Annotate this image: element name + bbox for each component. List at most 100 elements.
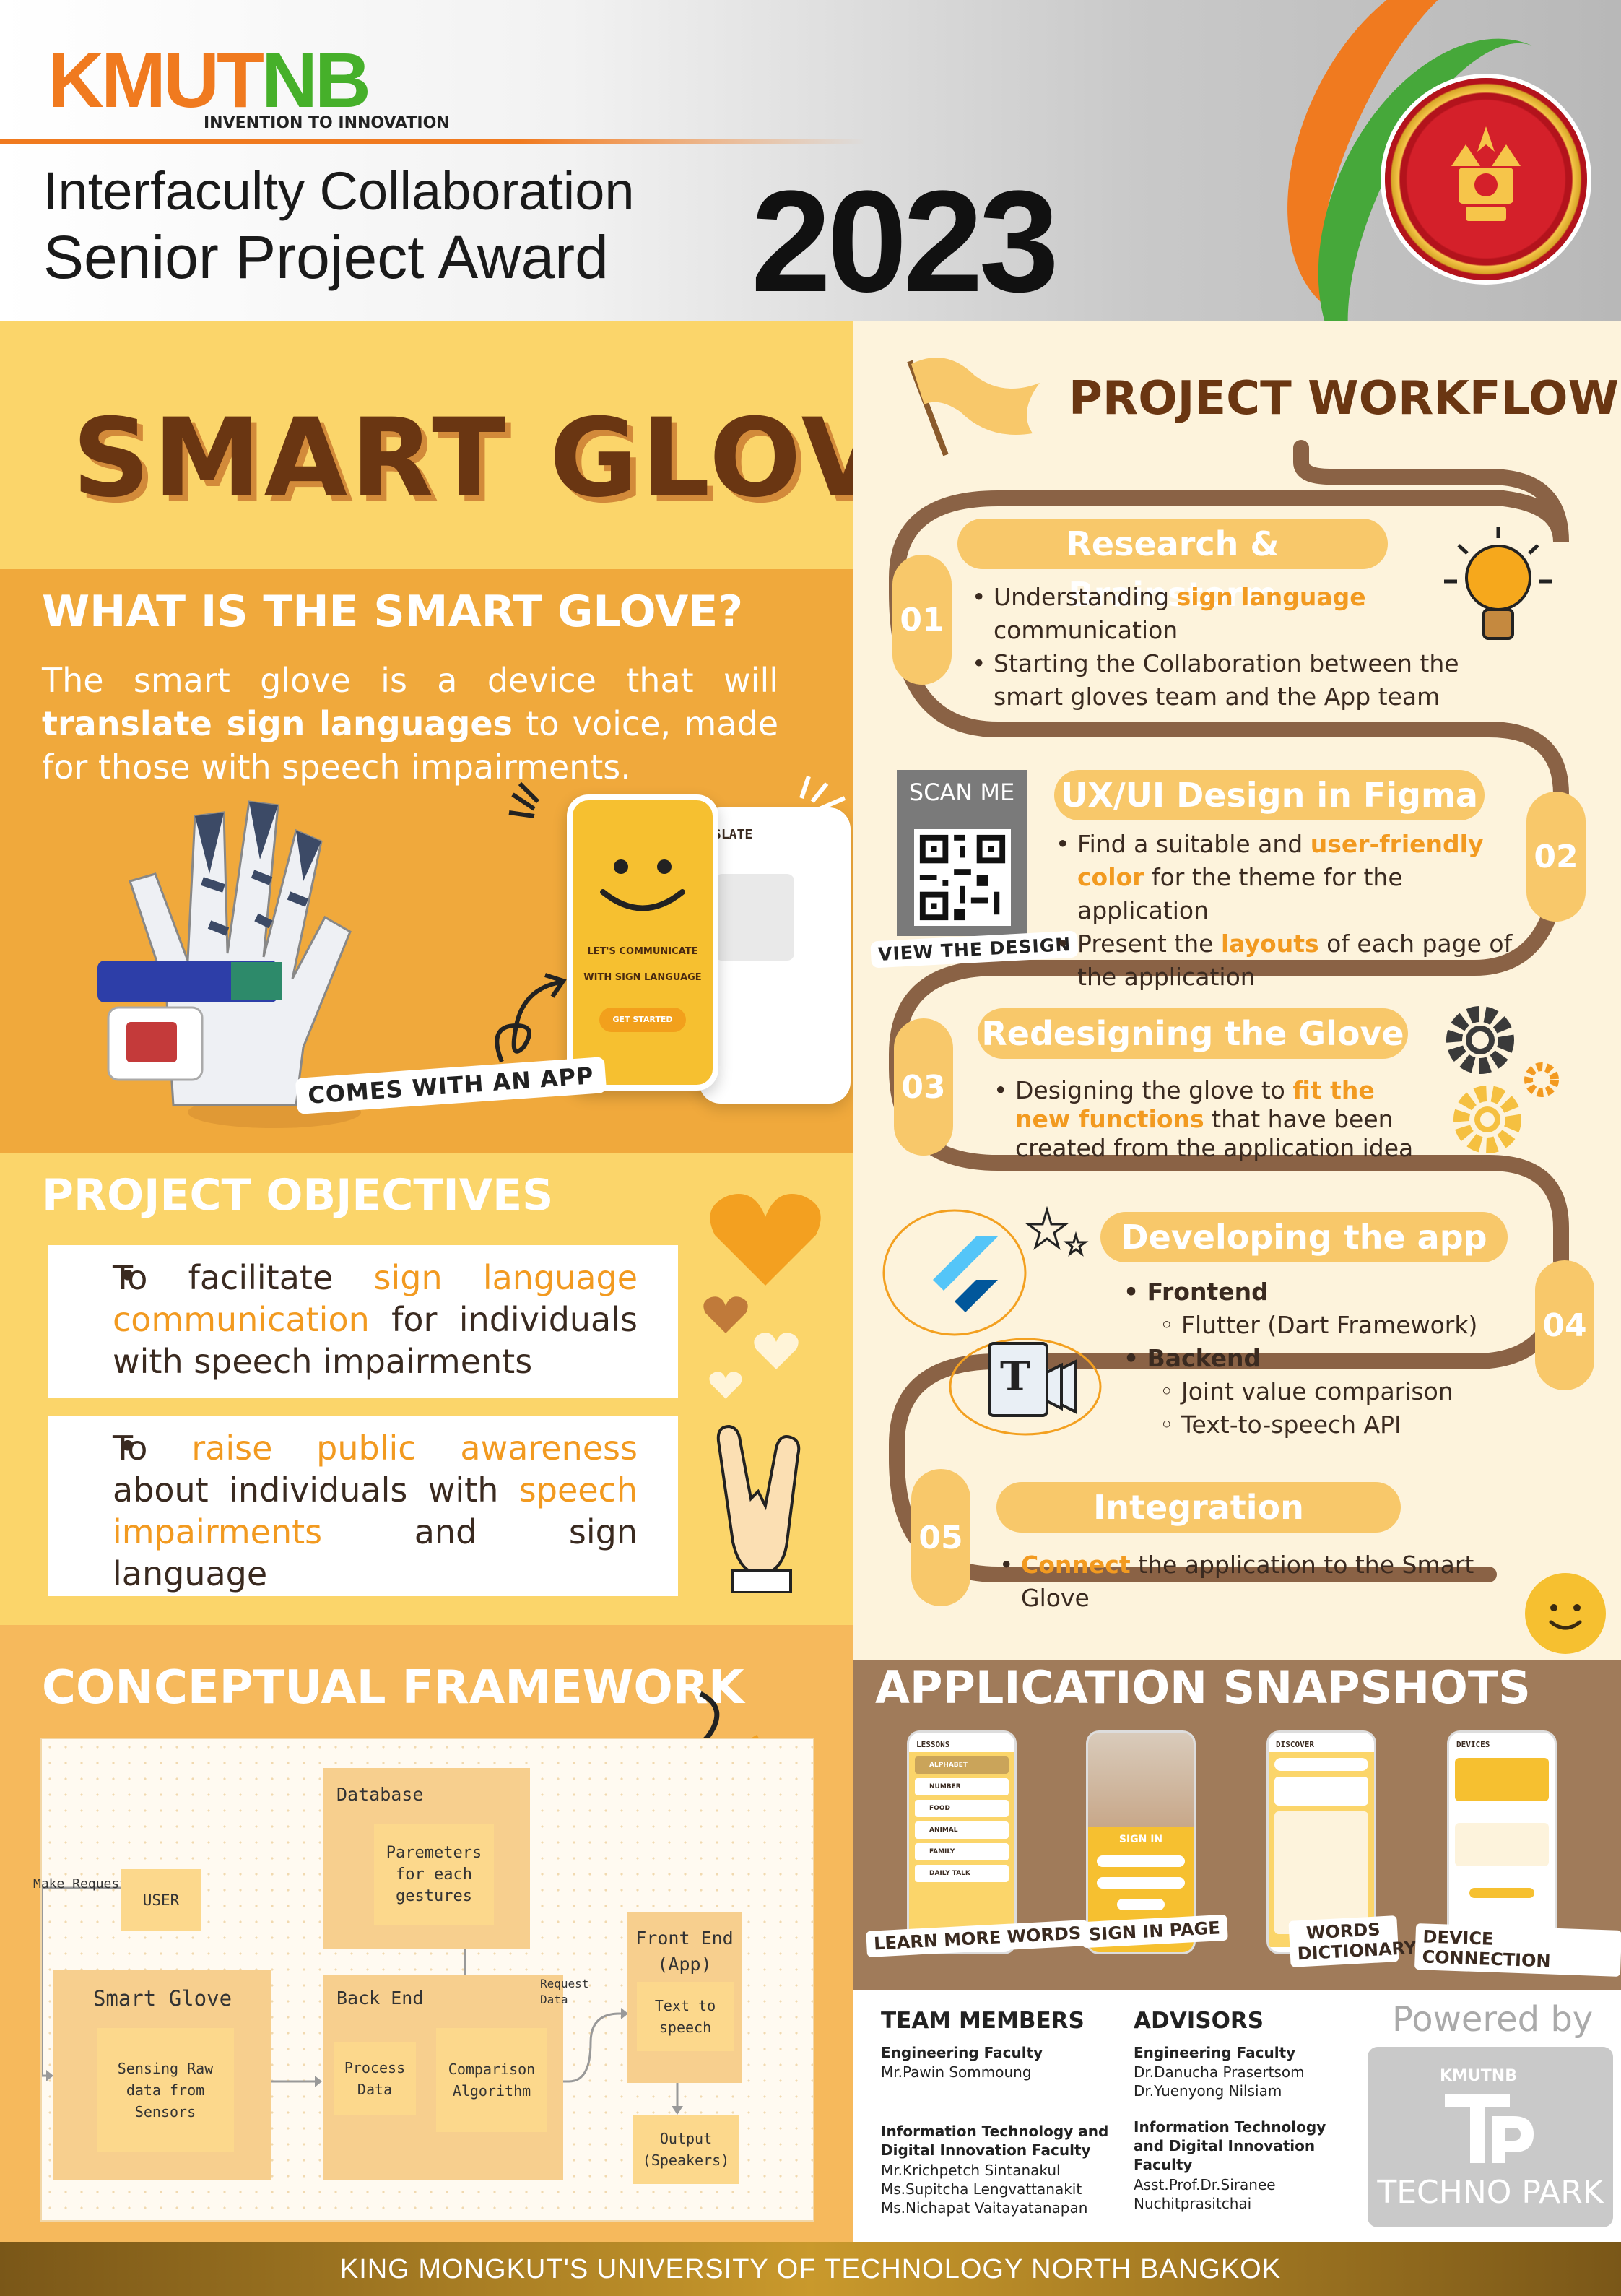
sparkle-icon bbox=[508, 781, 540, 818]
backend-label: • Backend bbox=[1124, 1344, 1261, 1372]
tts-box: Text to speech bbox=[637, 1982, 734, 2051]
output-box: Output (Speakers) bbox=[633, 2115, 739, 2184]
award-title-line1: Interfaculty Collaboration bbox=[43, 161, 635, 221]
step-bullet: Present the layouts of each page of the … bbox=[1056, 927, 1532, 994]
frontend-item: ◦ Flutter (Dart Framework) bbox=[1160, 1311, 1478, 1339]
step-bullet: Understanding sign language communicatio… bbox=[972, 581, 1477, 647]
step-number: 01 bbox=[892, 555, 952, 685]
make-request-label: Make Request bbox=[33, 1876, 128, 1892]
step-number: 05 bbox=[911, 1469, 970, 1606]
lesson-item[interactable]: ALPHABET bbox=[915, 1756, 1009, 1774]
paired-device-card[interactable] bbox=[1455, 1823, 1549, 1866]
kmutnb-logo: KMUTNB bbox=[48, 36, 371, 124]
gears-icon bbox=[1446, 1006, 1559, 1153]
signin-button[interactable] bbox=[1117, 1899, 1165, 1910]
smart-glove-photo bbox=[97, 800, 361, 1128]
advisors-heading: ADVISORS bbox=[1134, 2008, 1264, 2034]
objective-item: To facilitate sign language communicatio… bbox=[48, 1245, 678, 1398]
smiley-face-icon bbox=[600, 859, 685, 911]
step-title: Research & Brainstorm bbox=[957, 519, 1388, 614]
sign-image bbox=[715, 874, 794, 961]
curly-arrow-icon bbox=[495, 973, 567, 1063]
step-bullets: • Frontend ◦ Flutter (Dart Framework) • … bbox=[1124, 1275, 1485, 1442]
step-bullets: Understanding sign language communicatio… bbox=[972, 581, 1477, 714]
lesson-item[interactable]: DAILY TALK bbox=[915, 1865, 1009, 1882]
award-year: 2023 bbox=[751, 161, 1059, 322]
process-data-box: Process Data bbox=[334, 2042, 416, 2115]
star-icon bbox=[1025, 1206, 1089, 1257]
step-bullet: Connect the application to the Smart Glo… bbox=[999, 1548, 1548, 1615]
screen-title: DEVICES bbox=[1456, 1740, 1490, 1749]
step-title: Developing the app bbox=[1100, 1212, 1508, 1262]
sensing-box: Sensing Raw data from Sensors bbox=[97, 2028, 234, 2152]
step-bullet: Find a suitable and user-friendly color … bbox=[1056, 828, 1532, 927]
heart-icon bbox=[710, 1194, 821, 1286]
step-bullets: Find a suitable and user-friendly color … bbox=[1056, 828, 1532, 994]
step-bullet: Starting the Collaboration between the s… bbox=[972, 647, 1477, 714]
frontend-label: • Frontend bbox=[1124, 1278, 1269, 1306]
filter-row[interactable] bbox=[1274, 1777, 1368, 1806]
header-divider bbox=[0, 139, 866, 144]
screen-title: LESSONS bbox=[916, 1740, 950, 1749]
member-name: Mr.Krichpetch Sintanakul Ms.Supitcha Leng… bbox=[881, 2162, 1088, 2217]
project-title: SMART GLOVE bbox=[72, 396, 965, 521]
objectives-heading: PROJECT OBJECTIVES bbox=[42, 1170, 554, 1221]
add-device-button[interactable] bbox=[1469, 1888, 1534, 1898]
lesson-item[interactable]: FAMILY bbox=[915, 1843, 1009, 1860]
snapshots-heading: APPLICATION SNAPSHOTS bbox=[875, 1661, 1531, 1714]
what-is-description: The smart glove is a device that will tr… bbox=[42, 661, 778, 787]
tp-monogram-icon bbox=[1445, 2094, 1534, 2163]
workflow-heading: PROJECT WORKFLOW bbox=[1069, 372, 1620, 425]
heart-icon bbox=[754, 1333, 799, 1369]
lesson-item[interactable]: NUMBER bbox=[915, 1778, 1009, 1795]
advisor-name: Asst.Prof.Dr.Siranee Nuchitprasitchai bbox=[1134, 2176, 1276, 2212]
step-bullet: Designing the glove to fit the new funct… bbox=[994, 1076, 1427, 1163]
faculty-label: Information Technology and Digital Innov… bbox=[881, 2123, 1109, 2159]
step-number: 04 bbox=[1535, 1260, 1594, 1390]
lesson-item[interactable]: FOOD bbox=[915, 1800, 1009, 1817]
devices-screen: DEVICES bbox=[1447, 1730, 1557, 1954]
backend-item: ◦ Text-to-speech API bbox=[1160, 1411, 1401, 1439]
advisor-name: Dr.Danucha Prasertsom Dr.Yuenyong Nilsiam bbox=[1134, 2063, 1305, 2100]
search-input[interactable] bbox=[1274, 1758, 1368, 1771]
smiley-face-icon bbox=[1525, 1573, 1606, 1654]
username-field[interactable] bbox=[1097, 1855, 1185, 1867]
svg-text:T: T bbox=[1000, 1353, 1030, 1400]
step-title: Redesigning the Glove bbox=[978, 1008, 1408, 1059]
lightbulb-icon bbox=[1444, 527, 1552, 640]
title-band bbox=[0, 321, 853, 569]
qr-code[interactable] bbox=[914, 829, 1011, 926]
footer-bar bbox=[0, 2242, 1621, 2296]
techno-park-logo bbox=[1368, 2047, 1613, 2227]
seal-emblem-icon bbox=[1451, 126, 1521, 221]
objective-item: To raise public awareness about individu… bbox=[48, 1416, 678, 1596]
phone-welcome-text: LET'S COMMUNICATE WITH SIGN LANGUAGE bbox=[583, 946, 702, 983]
request-data-label: Request Data bbox=[540, 1977, 589, 2006]
footer-text: KING MONGKUT'S UNIVERSITY OF TECHNOLOGY … bbox=[339, 2254, 1282, 2284]
screen-title: DISCOVER bbox=[1276, 1740, 1314, 1749]
step-number: 02 bbox=[1526, 792, 1586, 922]
phone-front bbox=[567, 794, 718, 1091]
signin-photo bbox=[1088, 1733, 1194, 1827]
step-bullets: Designing the glove to fit the new funct… bbox=[994, 1076, 1427, 1163]
sparkle-icon bbox=[799, 776, 846, 811]
get-started-button[interactable]: GET STARTED bbox=[599, 1008, 686, 1032]
faculty-label: Engineering Faculty bbox=[881, 2044, 1043, 2061]
snapshot-label: WORDS DICTIONARY bbox=[1288, 1915, 1417, 1967]
password-field[interactable] bbox=[1097, 1877, 1185, 1889]
text-to-speech-icon: T bbox=[949, 1338, 1102, 1436]
heart-icon bbox=[703, 1296, 748, 1333]
lesson-item[interactable]: ANIMAL bbox=[915, 1821, 1009, 1839]
header-banner bbox=[0, 0, 1621, 321]
snapshot-label: DEVICE CONNECTION bbox=[1414, 1923, 1621, 1977]
step-number: 03 bbox=[894, 1018, 953, 1156]
step-title: UX/UI Design in Figma bbox=[1054, 770, 1485, 820]
parameters-box: Paremeters for each gestures bbox=[374, 1824, 494, 1925]
tp-logo-brand: KMUTNB bbox=[1440, 2067, 1517, 2085]
flutter-logo-icon bbox=[882, 1209, 1027, 1336]
step-bullets: Connect the application to the Smart Glo… bbox=[999, 1548, 1548, 1615]
connected-device-card[interactable] bbox=[1455, 1758, 1549, 1801]
member-name: Mr.Pawin Sommoung bbox=[881, 2063, 1032, 2081]
what-is-heading: WHAT IS THE SMART GLOVE? bbox=[42, 586, 744, 637]
words-list bbox=[1274, 1811, 1368, 1934]
